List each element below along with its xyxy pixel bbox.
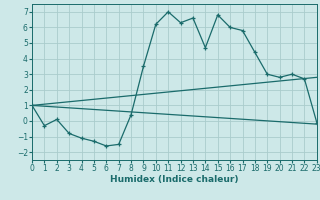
X-axis label: Humidex (Indice chaleur): Humidex (Indice chaleur) xyxy=(110,175,239,184)
